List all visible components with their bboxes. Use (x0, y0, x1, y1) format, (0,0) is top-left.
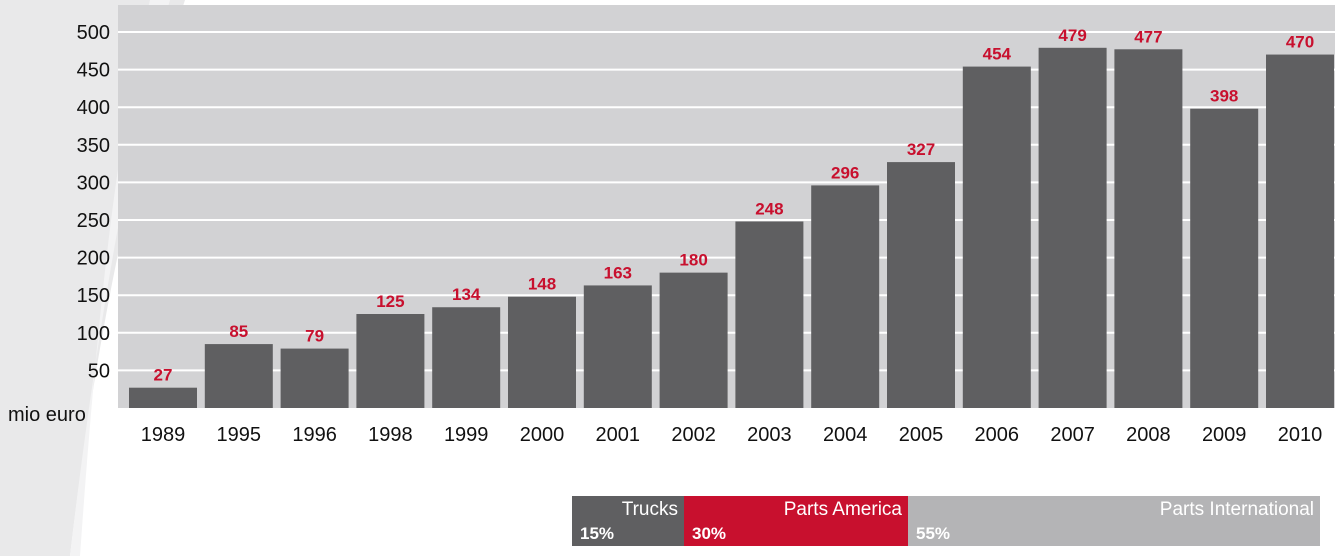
data-label: 180 (679, 251, 707, 270)
bar-2006 (963, 67, 1031, 408)
data-label: 296 (831, 163, 859, 182)
y-tick-label: 50 (88, 360, 110, 382)
data-label: 470 (1286, 33, 1314, 52)
y-tick-label: 200 (77, 248, 110, 270)
segment-parts-america: Parts America 30% (684, 496, 908, 546)
bar-2010 (1266, 55, 1334, 408)
x-tick-label: 2002 (671, 424, 716, 446)
segment-percent: 30% (692, 524, 726, 544)
data-label: 27 (154, 366, 173, 385)
x-tick-label: 2000 (520, 424, 565, 446)
segment-share-bar: Trucks 15% Parts America 30% Parts Inter… (572, 496, 1320, 546)
y-tick-label: 150 (77, 285, 110, 307)
x-tick-label: 2001 (596, 424, 641, 446)
segment-label: Parts America (784, 499, 902, 521)
data-label: 134 (452, 285, 481, 304)
bar-1989 (129, 388, 197, 408)
x-tick-label: 2008 (1126, 424, 1171, 446)
bar-1996 (281, 349, 349, 408)
bar-2004 (811, 185, 879, 408)
segment-percent: 55% (916, 524, 950, 544)
x-tick-label: 2003 (747, 424, 792, 446)
data-label: 248 (755, 200, 783, 219)
x-tick-label: 1996 (292, 424, 337, 446)
y-tick-label: 100 (77, 323, 110, 345)
segment-trucks: Trucks 15% (572, 496, 684, 546)
y-tick-label: 500 (77, 22, 110, 44)
segment-label: Parts International (1160, 499, 1314, 521)
bar-2001 (584, 285, 652, 408)
x-tick-label: 1995 (217, 424, 262, 446)
data-label: 163 (604, 263, 632, 282)
x-tick-label: 2007 (1050, 424, 1095, 446)
x-tick-label: 1999 (444, 424, 489, 446)
bar-2003 (735, 222, 803, 408)
x-tick-label: 2010 (1278, 424, 1323, 446)
data-label: 479 (1058, 26, 1086, 45)
bar-2005 (887, 162, 955, 408)
x-tick-label: 2006 (975, 424, 1020, 446)
x-tick-label: 2004 (823, 424, 868, 446)
segment-label: Trucks (622, 499, 678, 521)
data-label: 79 (305, 327, 324, 346)
data-label: 327 (907, 140, 935, 159)
x-tick-label: 1998 (368, 424, 413, 446)
x-tick-label: 1989 (141, 424, 186, 446)
data-label: 125 (376, 292, 404, 311)
data-label: 398 (1210, 87, 1238, 106)
x-tick-label: 2005 (899, 424, 944, 446)
y-tick-label: 300 (77, 172, 110, 194)
bar-2002 (660, 273, 728, 408)
y-tick-label: 250 (77, 210, 110, 232)
data-label: 85 (229, 322, 248, 341)
y-tick-label: 450 (77, 60, 110, 82)
segment-percent: 15% (580, 524, 614, 544)
bar-2007 (1039, 48, 1107, 408)
bar-2008 (1114, 49, 1182, 408)
y-tick-label: 350 (77, 135, 110, 157)
bar-1995 (205, 344, 273, 408)
segment-parts-international: Parts International 55% (908, 496, 1320, 546)
y-axis-unit-label: mio euro (8, 404, 86, 426)
x-tick-label: 2009 (1202, 424, 1247, 446)
bar-1998 (356, 314, 424, 408)
data-label: 477 (1134, 27, 1162, 46)
bar-2000 (508, 297, 576, 408)
bar-1999 (432, 307, 500, 408)
x-axis: 1989 1995 1996 1998 1999 2000 2001 2002 2003 2004… (141, 424, 1323, 446)
bar-2009 (1190, 109, 1258, 408)
y-tick-label: 400 (77, 97, 110, 119)
data-label: 148 (528, 275, 556, 294)
data-label: 454 (983, 45, 1012, 64)
